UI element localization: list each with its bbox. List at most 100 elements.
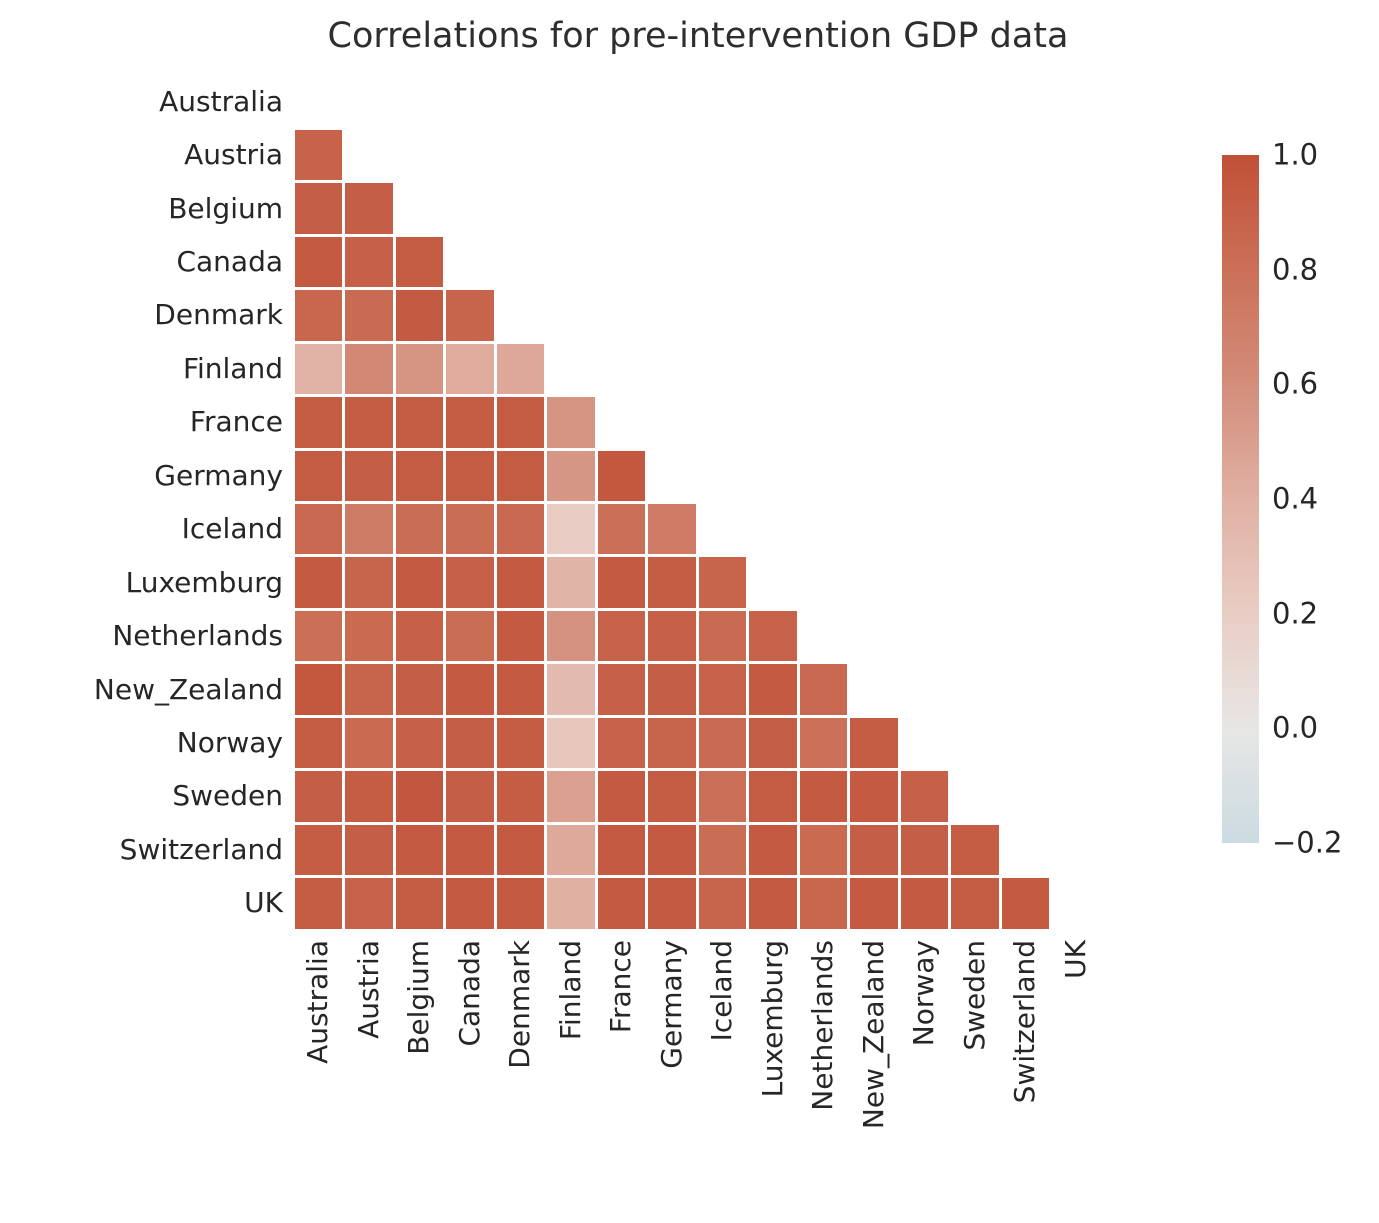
heatmap-cell (496, 717, 544, 769)
heatmap-cell (648, 504, 696, 555)
heatmap-cell (547, 610, 595, 662)
heatmap-cell (395, 610, 443, 662)
y-tick-label: New_Zealand (93, 672, 283, 706)
y-tick-label: Luxemburg (125, 565, 283, 599)
x-tick-label: Austria (351, 940, 385, 1039)
heatmap-cell (446, 343, 494, 395)
y-tick-label: Switzerland (119, 832, 283, 866)
heatmap-cell (446, 450, 494, 501)
y-tick-label: Canada (176, 245, 283, 279)
chart-title: Correlations for pre-intervention GDP da… (327, 16, 1069, 56)
heatmap-cell (446, 557, 494, 608)
heatmap-cell (446, 771, 494, 822)
heatmap-cell (951, 878, 999, 929)
heatmap-cell (345, 504, 393, 555)
heatmap-cell (395, 664, 443, 715)
heatmap-cell (597, 450, 645, 501)
x-tick-label: Australia (301, 940, 335, 1064)
heatmap-cell (749, 664, 797, 715)
heatmap-cell (395, 878, 443, 929)
heatmap-cell (698, 878, 746, 929)
heatmap-cell (294, 183, 342, 234)
heatmap-cell (597, 664, 645, 715)
heatmap-cell (294, 717, 342, 769)
heatmap-cell (345, 878, 393, 929)
heatmap-cell (395, 557, 443, 608)
heatmap-cell (698, 717, 746, 769)
heatmap-cell (698, 557, 746, 608)
heatmap-cell (446, 878, 494, 929)
heatmap-cell (698, 824, 746, 876)
heatmap-cell (799, 717, 847, 769)
heatmap-cell (496, 450, 544, 501)
heatmap-cell (345, 771, 393, 822)
heatmap-cell (648, 824, 696, 876)
heatmap-cell (446, 610, 494, 662)
heatmap-cell (294, 557, 342, 608)
heatmap-cell (900, 771, 948, 822)
x-tick-label: Sweden (957, 940, 991, 1051)
x-tick-label: UK (1058, 940, 1092, 979)
heatmap-cell (395, 824, 443, 876)
heatmap-cell (345, 290, 393, 341)
heatmap-cell (648, 557, 696, 608)
heatmap-cell (597, 771, 645, 822)
heatmap-cell (345, 557, 393, 608)
heatmap-cell (345, 183, 393, 234)
y-tick-label: UK (244, 886, 283, 920)
colorbar-tick-label: −0.2 (1272, 825, 1343, 860)
heatmap-cell (749, 824, 797, 876)
heatmap-cell (698, 771, 746, 822)
heatmap-cell (294, 343, 342, 395)
y-tick-label: Iceland (181, 512, 283, 546)
heatmap-cell (294, 504, 342, 555)
colorbar-tick-label: 0.4 (1272, 481, 1319, 516)
heatmap-cell (799, 664, 847, 715)
colorbar-tick-label: 1.0 (1272, 137, 1319, 172)
heatmap-cell (294, 397, 342, 448)
heatmap-cell (749, 771, 797, 822)
heatmap-cell (446, 664, 494, 715)
x-tick-label: New_Zealand (856, 940, 890, 1130)
heatmap-cell (395, 504, 443, 555)
heatmap-cell (496, 664, 544, 715)
heatmap-cell (597, 557, 645, 608)
heatmap-cell (294, 610, 342, 662)
heatmap-cell (850, 878, 898, 929)
heatmap-cell (547, 717, 595, 769)
heatmap-cell (294, 236, 342, 288)
y-tick-label: Australia (159, 84, 283, 118)
heatmap-cell (446, 504, 494, 555)
heatmap-cell (294, 450, 342, 501)
heatmap-cell (496, 610, 544, 662)
heatmap-cell (1001, 878, 1049, 929)
y-tick-label: France (189, 405, 283, 439)
heatmap-cell (597, 717, 645, 769)
x-tick-label: Finland (553, 940, 587, 1041)
heatmap-cell (547, 397, 595, 448)
y-tick-label: Finland (182, 351, 283, 385)
x-tick-label: Iceland (705, 940, 739, 1042)
heatmap-cell (395, 236, 443, 288)
heatmap-cell (597, 610, 645, 662)
heatmap-cell (648, 717, 696, 769)
heatmap-cell (799, 824, 847, 876)
heatmap-cell (547, 664, 595, 715)
heatmap-cell (597, 504, 645, 555)
heatmap-cell (446, 397, 494, 448)
heatmap-cell (345, 236, 393, 288)
heatmap-cell (698, 610, 746, 662)
heatmap-cell (850, 771, 898, 822)
heatmap-cell (496, 771, 544, 822)
heatmap-cell (648, 771, 696, 822)
x-tick-label: Norway (907, 940, 941, 1047)
heatmap-cell (395, 717, 443, 769)
heatmap-cell (496, 557, 544, 608)
heatmap-grid (293, 75, 1101, 930)
y-tick-label: Norway (176, 725, 283, 759)
heatmap-cell (547, 771, 595, 822)
heatmap-cell (395, 343, 443, 395)
heatmap-cell (395, 771, 443, 822)
heatmap-cell (648, 664, 696, 715)
heatmap-cell (900, 878, 948, 929)
